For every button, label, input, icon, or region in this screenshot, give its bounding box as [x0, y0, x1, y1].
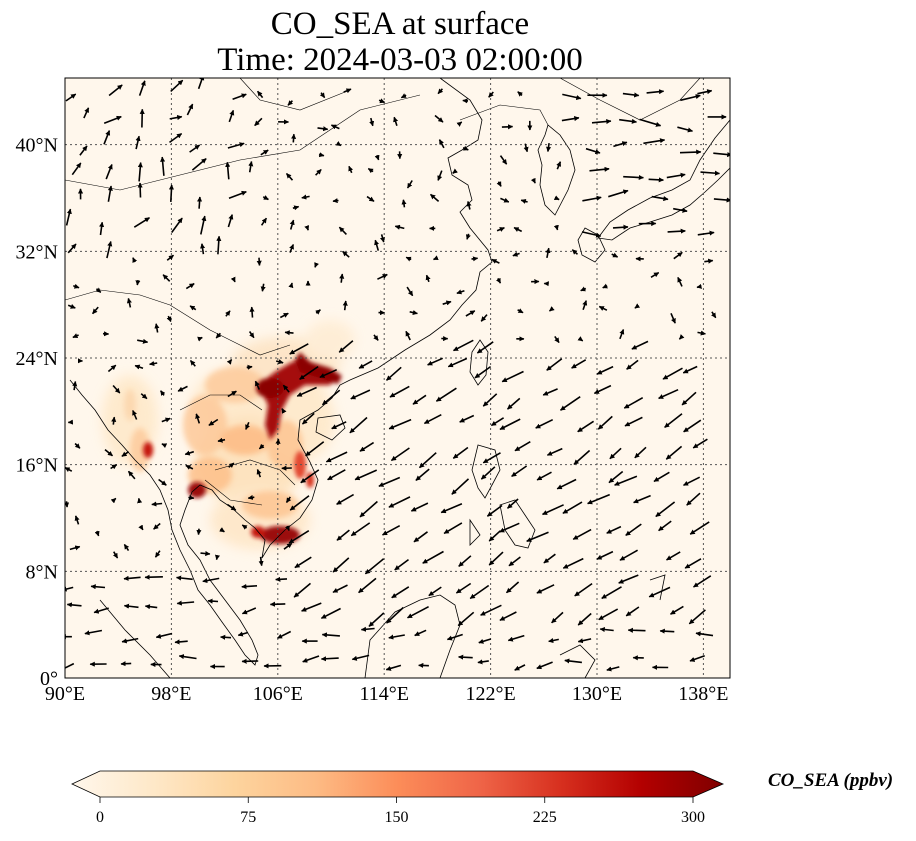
lon-tick-label: 98°E	[151, 683, 191, 705]
wind-arrow	[242, 586, 257, 587]
colorbar-tick-label: 225	[533, 809, 557, 826]
lon-tick-label: 114°E	[359, 683, 408, 705]
colorbar-label: CO_SEA (ppbv)	[768, 770, 893, 792]
wind-arrow	[221, 637, 231, 638]
wind-arrow	[613, 227, 628, 228]
wind-arrow	[321, 658, 338, 659]
latitude-tick-labels: 0° 8°N 16°N 24°N 32°N 40°N	[16, 135, 58, 690]
lon-tick-label: 138°E	[678, 683, 728, 705]
wind-arrow	[252, 307, 253, 318]
lat-tick-label: 24°N	[16, 348, 58, 370]
colorbar-ticks: 0 75 150 225 300	[96, 797, 705, 826]
wind-arrow	[345, 301, 346, 310]
map-background	[65, 78, 730, 678]
lon-tick-label: 106°E	[253, 683, 303, 705]
lat-tick-label: 0°	[40, 668, 58, 690]
wind-arrow	[502, 127, 513, 128]
colorbar-body	[72, 771, 723, 797]
colorbar-tick-label: 150	[385, 809, 409, 826]
colorbar-tick-label: 300	[681, 809, 705, 826]
wind-arrow	[140, 183, 141, 198]
wind-arrow	[217, 556, 218, 560]
wind-arrow	[248, 497, 254, 498]
wind-arrow	[152, 504, 162, 505]
colorbar: 0 75 150 225 300	[72, 771, 723, 826]
lat-tick-label: 32°N	[16, 241, 58, 263]
wind-arrow	[472, 258, 478, 259]
wind-arrow	[697, 287, 701, 288]
wind-arrow	[171, 185, 172, 202]
wind-arrow	[291, 283, 292, 287]
wind-arrow	[145, 577, 163, 578]
wind-arrow	[623, 177, 643, 178]
wind-arrow	[680, 152, 701, 153]
wind-arrow	[628, 630, 645, 631]
wind-arrow	[668, 231, 686, 232]
wind-arrow	[276, 579, 287, 580]
wind-arrow	[704, 261, 713, 262]
lon-tick-label: 130°E	[572, 683, 622, 705]
lat-tick-label: 8°N	[26, 561, 58, 583]
wind-arrow	[333, 201, 339, 202]
wind-arrow	[270, 604, 285, 605]
wind-arrow	[247, 367, 252, 368]
wind-arrow	[660, 631, 674, 632]
wind-arrow	[341, 274, 342, 283]
wind-arrow	[319, 155, 324, 156]
wind-arrow	[175, 641, 188, 642]
wind-arrow	[199, 197, 200, 209]
wind-arrow	[201, 553, 210, 554]
lon-tick-label: 122°E	[465, 683, 515, 705]
wind-arrow	[188, 498, 193, 499]
wind-arrow	[139, 498, 140, 502]
wind-arrow	[261, 557, 262, 566]
wind-arrow	[113, 417, 114, 425]
lat-tick-label: 40°N	[16, 135, 58, 157]
wind-arrow	[285, 332, 293, 333]
wind-arrow	[121, 663, 131, 664]
wind-arrow	[293, 134, 294, 142]
colorbar-tick-label: 75	[240, 809, 256, 826]
wind-arrow	[259, 258, 260, 266]
colorbar-tick-label: 0	[96, 809, 104, 826]
wind-arrow	[137, 280, 138, 285]
wind-arrow	[459, 657, 473, 658]
wind-arrow	[67, 501, 68, 507]
wind-arrow	[278, 439, 279, 445]
wind-arrow	[649, 179, 664, 180]
lat-tick-label: 16°N	[16, 455, 58, 477]
wind-arrow	[403, 200, 404, 208]
wind-arrow	[199, 529, 200, 535]
wind-arrow	[208, 601, 218, 602]
